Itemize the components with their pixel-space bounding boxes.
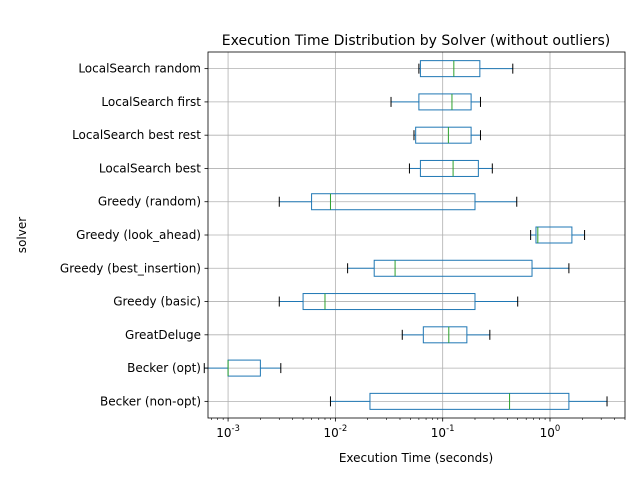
y-tick-label: Greedy (best_insertion)	[60, 261, 201, 275]
chart-title: Execution Time Distribution by Solver (w…	[222, 33, 610, 49]
y-tick-label: GreatDeluge	[125, 328, 201, 342]
box	[302, 293, 476, 311]
box	[415, 126, 472, 144]
box	[419, 60, 481, 78]
y-tick-label: LocalSearch best rest	[72, 128, 201, 142]
box	[422, 326, 468, 344]
y-tick-label: Becker (non-opt)	[100, 394, 201, 408]
box	[418, 93, 472, 111]
box	[373, 259, 533, 277]
y-tick-label: Becker (opt)	[127, 361, 201, 375]
y-tick-label: LocalSearch best	[99, 161, 201, 175]
box	[419, 159, 479, 177]
box	[369, 392, 570, 410]
y-tick-label: LocalSearch first	[101, 95, 201, 109]
y-tick-label: Greedy (look_ahead)	[76, 228, 201, 242]
y-tick-label: Greedy (random)	[98, 195, 201, 209]
y-axis-label: solver	[15, 217, 29, 253]
box-layer	[203, 60, 608, 410]
y-tick-label: LocalSearch random	[78, 62, 201, 76]
x-axis-label: Execution Time (seconds)	[339, 451, 493, 465]
y-tick-label: Greedy (basic)	[113, 295, 201, 309]
box	[311, 193, 476, 211]
box	[535, 226, 573, 244]
